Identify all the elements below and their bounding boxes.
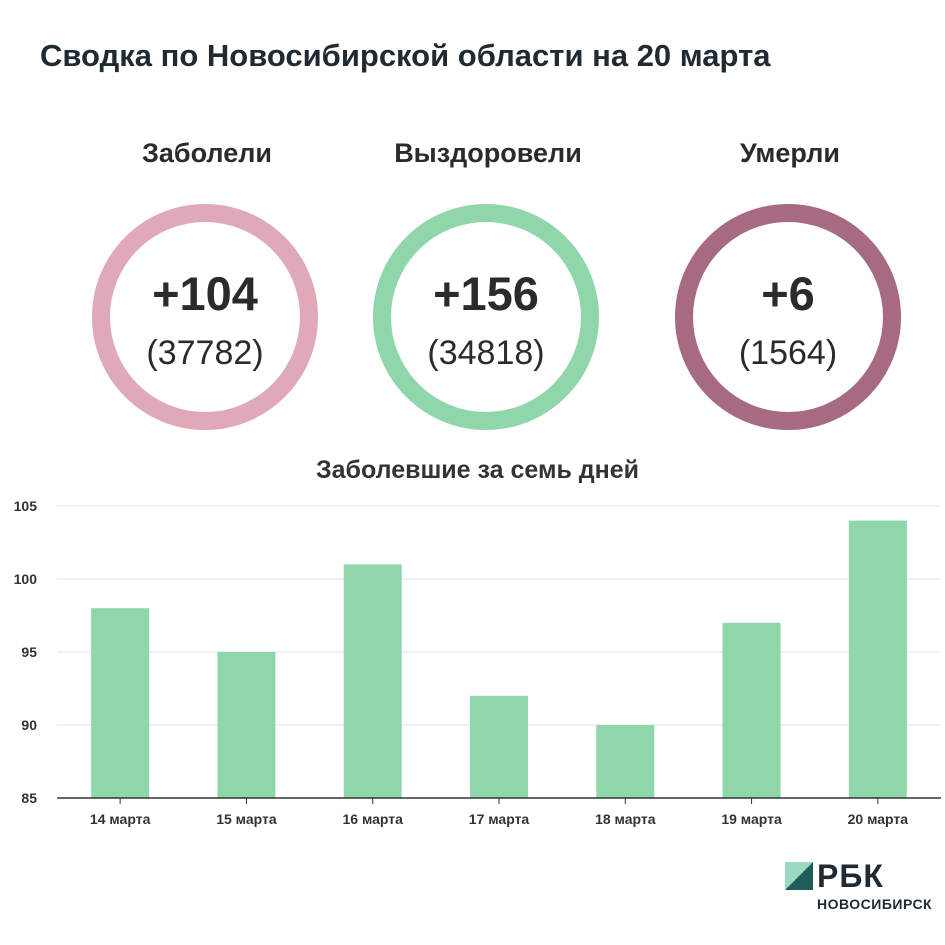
bar — [343, 564, 402, 798]
stat-deaths: Умерли +6 (1564) — [670, 138, 910, 438]
stat-label: Умерли — [739, 138, 840, 168]
stat-total: (34818) — [427, 334, 545, 372]
y-tick-label: 85 — [21, 790, 37, 806]
ring-recovered: +156 (34818) — [373, 204, 599, 430]
x-tick-label: 20 марта — [848, 811, 909, 827]
stat-recovered: Выздоровели +156 (34818) — [368, 138, 608, 438]
stat-total: (1564) — [738, 334, 838, 372]
stat-label: Заболели — [142, 138, 272, 168]
x-tick-label: 16 марта — [342, 811, 403, 827]
stat-total: (37782) — [146, 334, 264, 372]
x-tick-label: 17 марта — [469, 811, 530, 827]
y-tick-label: 90 — [21, 717, 37, 733]
x-tick-label: 18 марта — [595, 811, 656, 827]
bar — [722, 622, 781, 798]
logo-text: РБК — [817, 858, 884, 894]
stat-label: Выздоровели — [394, 138, 582, 168]
bar — [470, 695, 528, 798]
y-tick-label: 100 — [14, 571, 38, 587]
rbc-logo: РБК НОВОСИБИРСК — [783, 858, 943, 920]
bar — [596, 725, 655, 798]
ring-deaths: +6 (1564) — [675, 204, 901, 430]
bar-chart: 85 90 95 100 105 14 марта 15 марта 16 марта 17 м… — [14, 498, 941, 827]
stat-delta: +156 — [433, 267, 539, 320]
stat-infected: Заболели +104 (37782) — [87, 138, 327, 438]
bar — [217, 652, 276, 798]
bar — [848, 520, 907, 798]
rbc-logo-mark-icon — [785, 862, 813, 890]
bar — [91, 608, 150, 798]
x-tick-label: 15 марта — [216, 811, 277, 827]
x-tick-label: 14 марта — [90, 811, 151, 827]
page-title: Сводка по Новосибирской области на 20 ма… — [40, 38, 771, 73]
y-tick-label: 105 — [14, 498, 38, 514]
stat-delta: +6 — [761, 267, 815, 320]
ring-infected: +104 (37782) — [92, 204, 318, 430]
x-tick-label: 19 марта — [721, 811, 782, 827]
stat-delta: +104 — [152, 267, 258, 320]
logo-subtitle: НОВОСИБИРСК — [817, 896, 933, 912]
y-tick-label: 95 — [21, 644, 37, 660]
chart-title: Заболевшие за семь дней — [315, 456, 639, 484]
